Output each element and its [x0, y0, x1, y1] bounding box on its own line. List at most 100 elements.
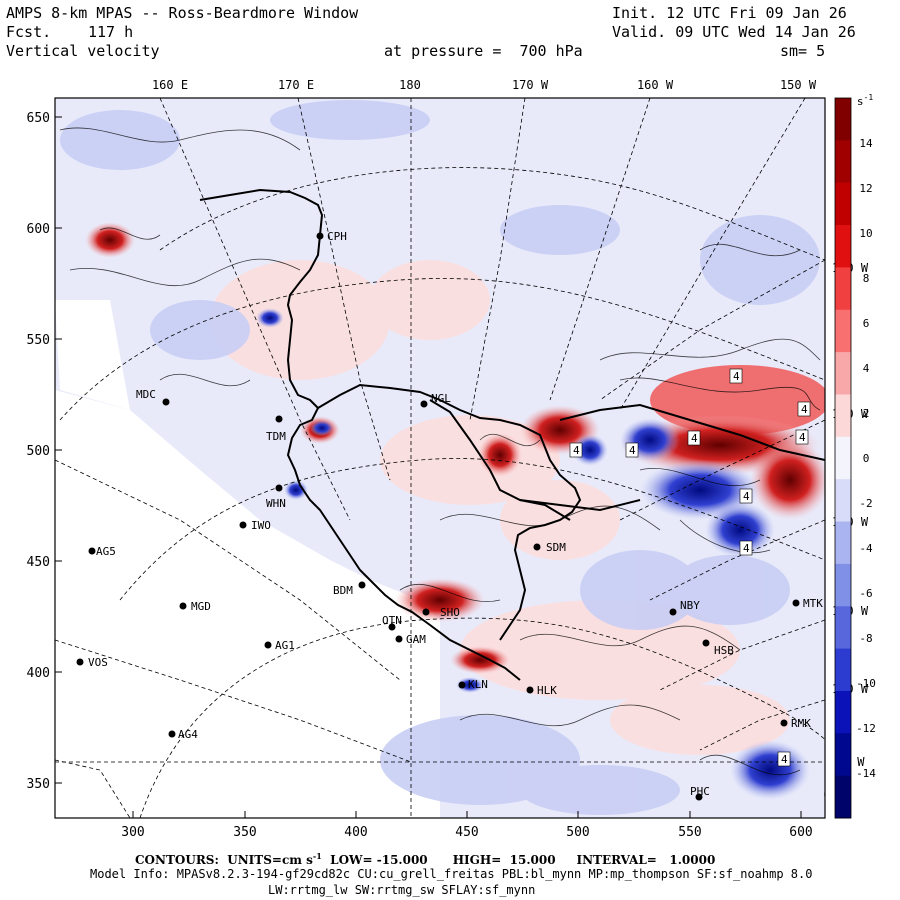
svg-text:4: 4: [733, 370, 740, 383]
init-time: Init. 12 UTC Fri 09 Jan 26: [612, 4, 847, 22]
contour-tag: 4: [625, 442, 639, 458]
station-markers: CPH NGL MDC TDM WHN IWO AG5 SDM BDM MGD …: [76, 230, 823, 801]
svg-text:MTK: MTK: [803, 597, 823, 610]
station-gam: GAM: [395, 633, 426, 646]
y-tick: 400: [27, 666, 50, 681]
svg-text:4: 4: [743, 490, 750, 503]
contour-tag: 4: [777, 751, 791, 767]
station-nby: NBY: [669, 599, 700, 616]
colorbar-label: 0: [863, 452, 870, 465]
svg-text:AG4: AG4: [178, 728, 198, 741]
lon-label: 170 W: [512, 78, 549, 92]
colorbar-label: -12: [856, 722, 876, 735]
svg-text:MDC: MDC: [136, 388, 156, 401]
x-tick: 300: [121, 825, 144, 840]
svg-text:4: 4: [743, 542, 750, 555]
y-tick: 350: [27, 777, 50, 792]
svg-text:RMK: RMK: [791, 717, 811, 730]
x-tick: 500: [566, 825, 589, 840]
colorbar-label: 6: [863, 317, 870, 330]
lon-label: 160 E: [152, 78, 188, 92]
y-tick: 450: [27, 555, 50, 570]
contour-tag: 4: [569, 442, 583, 458]
colorbar-swatch: [835, 140, 851, 184]
colorbar: cm s-1 14 12 10 8 6 4 2 0 -2 -4 -6 -8 -1…: [834, 93, 876, 819]
svg-text:4: 4: [781, 753, 788, 766]
x-tick: 600: [789, 825, 812, 840]
colorbar-frame: [834, 97, 852, 819]
y-tick: 650: [27, 111, 50, 126]
svg-text:KLN: KLN: [468, 678, 488, 691]
station-phc: PHC: [690, 785, 710, 801]
axis-ticks: [55, 116, 802, 818]
x-tick: 350: [233, 825, 256, 840]
station-tdm: TDM: [266, 415, 286, 443]
colorbar-swatch: [835, 267, 851, 311]
svg-text:CPH: CPH: [327, 230, 347, 243]
colorbar-swatch: [835, 225, 851, 268]
y-axis-labels: 650 600 550 500 450 400 350: [27, 111, 50, 792]
station-mtk: MTK: [792, 597, 823, 610]
colorbar-swatch: [835, 733, 851, 777]
station-otn: OTN: [382, 614, 402, 631]
colorbar-swatches: [835, 98, 851, 819]
station-hlk: HLK: [526, 684, 557, 697]
svg-text:NBY: NBY: [680, 599, 700, 612]
station-cph: CPH: [316, 230, 347, 243]
model-info: Model Info: MPASv8.2.3-194-gf29cd82c CU:…: [90, 867, 813, 881]
colorbar-swatch: [835, 563, 851, 607]
svg-text:4: 4: [691, 432, 698, 445]
model-info-physics: LW:rrtmg_lw SW:rrtmg_sw SFLAY:sf_mynn: [268, 883, 536, 897]
svg-text:WHN: WHN: [266, 497, 286, 510]
colorbar-swatch: [835, 690, 851, 734]
station-ngl: NGL: [420, 392, 451, 408]
x-tick: 450: [455, 825, 478, 840]
contours-info: CONTOURS: UNITS=cm s-1 LOW= -15.000 HIGH…: [135, 851, 716, 867]
svg-text:AG5: AG5: [96, 545, 116, 558]
x-axis-labels: 300 350 400 450 500 550 600: [121, 825, 812, 840]
colorbar-swatch: [835, 479, 851, 523]
station-mgd: MGD: [179, 600, 211, 613]
station-mdc: MDC: [136, 388, 170, 406]
colorbar-swatch: [835, 394, 851, 438]
station-ag5: AG5: [88, 545, 116, 558]
svg-text:HLK: HLK: [537, 684, 557, 697]
station-ag4: AG4: [168, 728, 198, 741]
colorbar-swatch: [835, 436, 851, 480]
map-field: [55, 98, 825, 818]
contour-tag: 4: [687, 430, 701, 446]
svg-text:IWO: IWO: [251, 519, 271, 532]
colorbar-label: -8: [859, 632, 872, 645]
colorbar-label: 8: [863, 272, 870, 285]
contour-tag: 4: [795, 429, 809, 445]
colorbar-label: -6: [859, 587, 872, 600]
colorbar-label: 4: [863, 362, 870, 375]
y-tick: 500: [27, 444, 50, 459]
x-tick: 400: [344, 825, 367, 840]
smoothing: sm= 5: [780, 42, 826, 60]
svg-text:AG1: AG1: [275, 639, 295, 652]
contour-tag: 4: [729, 368, 743, 384]
colorbar-label: 2: [863, 407, 870, 420]
colorbar-label: -2: [859, 497, 872, 510]
top-lon-labels: 160 E 170 E 180 170 W 160 W 150 W: [152, 78, 817, 92]
colorbar-label: 10: [859, 227, 872, 240]
colorbar-swatch: [835, 606, 851, 650]
station-ag1: AG1: [264, 639, 295, 652]
x-tick: 550: [678, 825, 701, 840]
colorbar-label: -10: [856, 677, 876, 690]
station-rmk: RMK: [780, 717, 811, 730]
valid-time: Valid. 09 UTC Wed 14 Jan 26: [612, 23, 856, 41]
colorbar-swatch: [835, 182, 851, 226]
svg-text:BDM: BDM: [333, 584, 353, 597]
svg-text:MGD: MGD: [191, 600, 211, 613]
colorbar-swatch: [835, 309, 851, 353]
colorbar-swatch: [835, 98, 851, 141]
svg-text:4: 4: [629, 444, 636, 457]
svg-text:VOS: VOS: [88, 656, 108, 669]
svg-text:OTN: OTN: [382, 614, 402, 627]
svg-text:TDM: TDM: [266, 430, 286, 443]
station-iwo: IWO: [239, 519, 271, 532]
lon-label: 180: [399, 78, 421, 92]
